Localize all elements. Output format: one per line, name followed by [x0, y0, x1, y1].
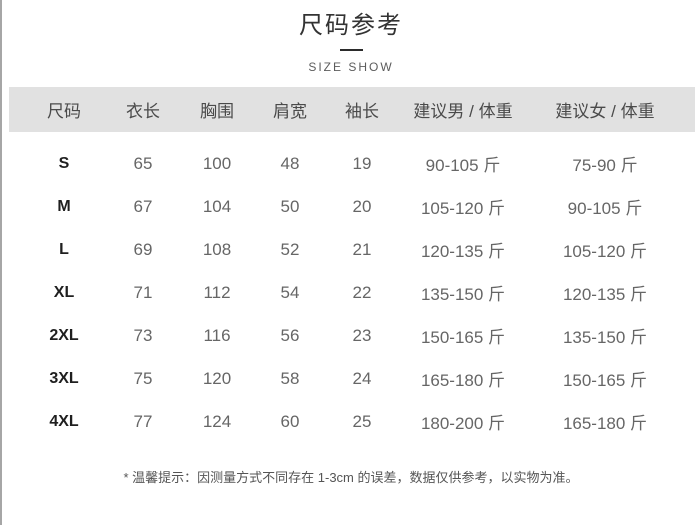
- size-reference-page: 尺码参考 SIZE SHOW 尺码 衣长 胸围 肩宽 袖长 建议男 / 体重 建议女 / 体…: [2, 0, 700, 487]
- cell-sleeve: 24: [352, 368, 372, 388]
- cell-chest: 100: [202, 153, 232, 173]
- cell-men-weight: 180-200 斤: [420, 414, 506, 433]
- cell-men-weight: 165-180 斤: [420, 371, 506, 390]
- table-body: S 65 100 48 19 90-105 斤 75-90 斤 M 67 104 50 20 105-1…: [9, 132, 695, 443]
- footnote: * 温馨提示：因测量方式不同存在 1-3cm 的误差，数据仅供参考，以实物为准。: [123, 470, 579, 485]
- table-row: M 67 104 50 20 105-120 斤 90-105 斤: [9, 185, 695, 228]
- cell-men-weight: 150-165 斤: [420, 328, 506, 347]
- table-row: L 69 108 52 21 120-135 斤 105-120 斤: [9, 228, 695, 271]
- cell-men-weight: 90-105 斤: [425, 156, 501, 175]
- cell-length: 69: [133, 239, 153, 259]
- cell-chest: 124: [202, 411, 232, 431]
- col-header-sleeve: 袖长: [345, 102, 379, 121]
- col-header-length: 衣长: [126, 102, 160, 121]
- cell-women-weight: 135-150 斤: [562, 328, 648, 347]
- cell-women-weight: 120-135 斤: [562, 285, 648, 304]
- cell-size: 3XL: [49, 369, 79, 387]
- table-row: XL 71 112 54 22 135-150 斤 120-135 斤: [9, 271, 695, 314]
- cell-sleeve: 21: [352, 239, 372, 259]
- cell-sleeve: 22: [352, 282, 372, 302]
- cell-size: XL: [53, 283, 75, 301]
- cell-length: 65: [133, 153, 153, 173]
- cell-women-weight: 75-90 斤: [572, 156, 638, 175]
- col-header-size: 尺码: [47, 102, 81, 121]
- cell-length: 77: [133, 411, 153, 431]
- cell-shoulder: 48: [280, 153, 300, 173]
- cell-women-weight: 105-120 斤: [562, 242, 648, 261]
- cell-women-weight: 150-165 斤: [562, 371, 648, 390]
- cell-sleeve: 19: [352, 153, 372, 173]
- cell-sleeve: 23: [352, 325, 372, 345]
- cell-men-weight: 120-135 斤: [420, 242, 506, 261]
- page-title: 尺码参考: [299, 12, 403, 39]
- cell-shoulder: 60: [280, 411, 300, 431]
- size-table: 尺码 衣长 胸围 肩宽 袖长 建议男 / 体重 建议女 / 体重 S 65 100 48 19 90-…: [9, 87, 695, 443]
- cell-chest: 108: [202, 239, 232, 259]
- cell-length: 67: [133, 196, 153, 216]
- cell-size: 2XL: [49, 326, 79, 344]
- cell-sleeve: 25: [352, 411, 372, 431]
- cell-length: 73: [133, 325, 153, 345]
- cell-chest: 112: [203, 282, 231, 302]
- table-row: 4XL 77 124 60 25 180-200 斤 165-180 斤: [9, 400, 695, 443]
- table-row: S 65 100 48 19 90-105 斤 75-90 斤: [9, 142, 695, 185]
- cell-size: L: [59, 240, 69, 258]
- table-header-row: 尺码 衣长 胸围 肩宽 袖长 建议男 / 体重 建议女 / 体重: [9, 87, 695, 132]
- cell-shoulder: 56: [280, 325, 300, 345]
- cell-sleeve: 20: [352, 196, 372, 216]
- cell-size: 4XL: [49, 412, 79, 430]
- cell-shoulder: 54: [280, 282, 300, 302]
- title-divider: [339, 49, 363, 51]
- table-row: 2XL 73 116 56 23 150-165 斤 135-150 斤: [9, 314, 695, 357]
- cell-chest: 104: [202, 196, 232, 216]
- page-header: 尺码参考 SIZE SHOW: [2, 0, 700, 74]
- cell-women-weight: 165-180 斤: [562, 414, 648, 433]
- cell-chest: 116: [203, 325, 231, 345]
- cell-shoulder: 52: [280, 239, 300, 259]
- cell-length: 71: [133, 282, 153, 302]
- cell-size: S: [58, 154, 70, 172]
- cell-men-weight: 135-150 斤: [420, 285, 506, 304]
- cell-women-weight: 90-105 斤: [567, 199, 643, 218]
- cell-shoulder: 58: [280, 368, 300, 388]
- col-header-shoulder: 肩宽: [273, 102, 307, 121]
- col-header-men-weight: 建议男 / 体重: [413, 102, 513, 121]
- cell-size: M: [57, 197, 71, 215]
- cell-shoulder: 50: [280, 196, 300, 216]
- col-header-women-weight: 建议女 / 体重: [555, 102, 655, 121]
- table-row: 3XL 75 120 58 24 165-180 斤 150-165 斤: [9, 357, 695, 400]
- page-subtitle: SIZE SHOW: [308, 60, 394, 74]
- cell-length: 75: [133, 368, 153, 388]
- col-header-chest: 胸围: [200, 102, 234, 121]
- cell-men-weight: 105-120 斤: [420, 199, 506, 218]
- cell-chest: 120: [202, 368, 232, 388]
